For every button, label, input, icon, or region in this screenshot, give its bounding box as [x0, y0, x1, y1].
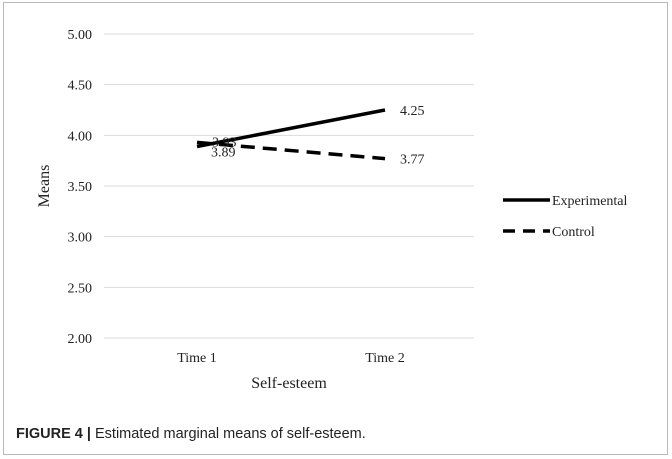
y-tick-label: 5.00 — [68, 28, 93, 43]
figure-caption: FIGURE 4 | Estimated marginal means of s… — [16, 426, 656, 442]
legend: Experimental Control — [503, 194, 628, 240]
legend-label-control: Control — [552, 225, 595, 240]
legend-label-experimental: Experimental — [552, 194, 628, 209]
y-tick-label: 2.50 — [68, 281, 93, 296]
y-tick-label: 3.50 — [68, 180, 93, 195]
data-label-experimental-1: 3.89 — [211, 145, 236, 160]
series-line-control — [196, 140, 386, 161]
chart: 2.002.503.003.504.004.505.00 Time 1 Time … — [36, 28, 628, 392]
y-axis-title: Means — [36, 165, 53, 208]
data-label-control-1: 3.93 — [212, 135, 237, 150]
x-axis-title: Self-esteem — [251, 375, 327, 392]
series-lines — [196, 108, 386, 161]
series-line-experimental — [196, 108, 386, 149]
data-label-control-2: 3.77 — [400, 153, 425, 168]
gridlines — [104, 33, 474, 339]
y-tick-labels: 2.00 2.50 3.00 3.50 4.00 4.50 5.00 — [68, 28, 93, 347]
x-tick-labels: Time 1 Time 2 — [177, 351, 405, 366]
data-labels: 3.89 4.25 3.93 3.77 — [211, 104, 425, 168]
caption-text: Estimated marginal means of self-esteem. — [90, 426, 366, 442]
y-tick-label: 3.00 — [68, 231, 93, 246]
figure-frame: 2.00 2.50 3.00 3.50 4.00 4.50 5.00 Time 1 Time … — [3, 2, 668, 455]
data-label-experimental-2: 4.25 — [400, 104, 425, 119]
y-tick-label: 4.00 — [68, 129, 93, 144]
x-tick-label: Time 2 — [365, 351, 405, 366]
figure-label: FIGURE 4 | — [16, 426, 91, 442]
y-tick-label: 2.00 — [68, 332, 93, 347]
x-tick-label: Time 1 — [177, 351, 217, 366]
y-tick-label: 4.50 — [68, 79, 93, 94]
